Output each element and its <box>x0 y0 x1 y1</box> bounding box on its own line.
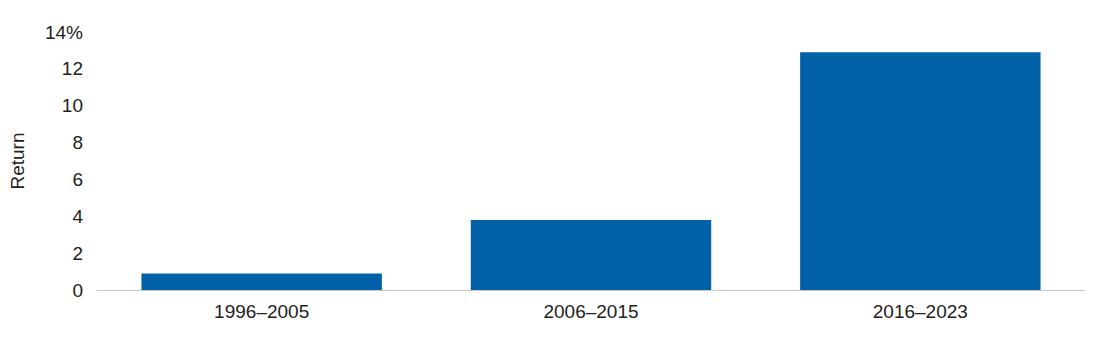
svg-text:Return: Return <box>7 132 28 189</box>
svg-text:12: 12 <box>62 58 83 79</box>
svg-text:4: 4 <box>72 206 83 227</box>
svg-text:2006–2015: 2006–2015 <box>543 301 638 322</box>
svg-text:0: 0 <box>72 280 83 301</box>
svg-text:10: 10 <box>62 95 83 116</box>
svg-text:1996–2005: 1996–2005 <box>214 301 309 322</box>
svg-text:14%: 14% <box>45 22 83 43</box>
svg-text:8: 8 <box>72 132 83 153</box>
svg-text:6: 6 <box>72 169 83 190</box>
svg-text:2016–2023: 2016–2023 <box>873 301 968 322</box>
svg-text:2: 2 <box>72 243 83 264</box>
